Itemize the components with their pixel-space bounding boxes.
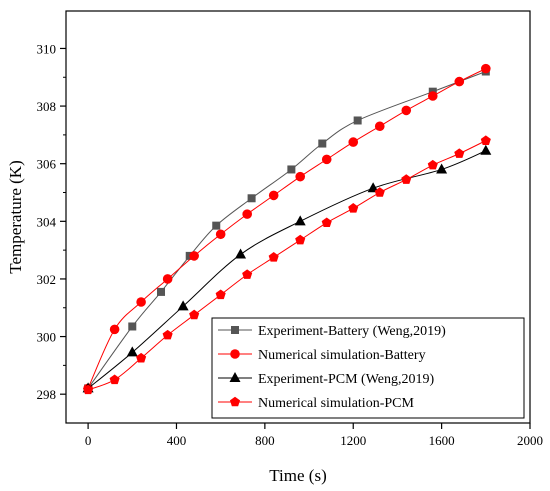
y-tick-label: 300: [37, 330, 57, 345]
data-point: [235, 248, 247, 259]
x-axis-label: Time (s): [269, 466, 326, 485]
y-axis-ticks: 298 300 302 304 306 308 310: [37, 41, 66, 402]
y-tick-label: 304: [37, 214, 57, 229]
data-point: [162, 329, 173, 340]
data-point: [454, 148, 465, 158]
series-layer: [82, 63, 492, 395]
data-point: [318, 139, 327, 148]
data-point: [268, 252, 279, 262]
data-point: [212, 221, 221, 230]
legend-label: Numerical simulation-PCM: [258, 396, 414, 411]
data-point: [295, 234, 306, 245]
data-point: [374, 187, 385, 197]
data-point: [157, 287, 166, 296]
data-point: [353, 116, 362, 125]
data-point: [215, 229, 226, 240]
data-point: [427, 91, 438, 101]
y-axis-label: Temperature (K): [6, 160, 25, 274]
data-point: [162, 274, 173, 284]
data-point: [247, 194, 256, 203]
legend-label: Experiment-PCM (Weng,2019): [258, 372, 435, 387]
data-point: [268, 190, 279, 201]
data-point: [401, 174, 412, 184]
legend-label: Numerical simulation-Battery: [258, 348, 426, 363]
series-line: [87, 68, 487, 389]
x-tick-label: 800: [255, 433, 275, 448]
y-tick-label: 308: [37, 99, 57, 114]
x-axis-ticks: 0 400 800 1200 1600 2000: [85, 423, 543, 448]
data-point: [189, 251, 199, 261]
y-tick-label: 310: [37, 41, 57, 56]
data-point: [109, 324, 120, 335]
series-line: [87, 140, 487, 391]
x-tick-label: 0: [85, 433, 92, 448]
series-1: [83, 63, 491, 394]
x-tick-label: 1600: [429, 433, 455, 448]
data-point: [287, 165, 296, 174]
x-tick-label: 400: [167, 433, 187, 448]
data-point: [242, 209, 252, 219]
y-tick-label: 306: [37, 157, 57, 172]
data-point: [348, 137, 359, 147]
y-tick-label: 302: [37, 272, 57, 287]
x-tick-label: 2000: [517, 433, 543, 448]
data-point: [481, 63, 491, 74]
plot-frame: [65, 10, 531, 424]
series-2: [82, 144, 492, 393]
data-point: [427, 159, 438, 170]
data-point: [128, 322, 137, 331]
y-tick-label: 298: [37, 387, 57, 402]
legend-entry: Experiment-PCM (Weng,2019): [218, 372, 435, 387]
data-point: [83, 384, 94, 395]
legend-marker: [229, 396, 241, 407]
legend-entry: Numerical simulation-Battery: [218, 348, 426, 363]
series-line: [87, 150, 487, 389]
data-point: [109, 374, 120, 385]
legend-marker: [229, 372, 241, 382]
data-point: [454, 76, 465, 87]
legend-marker: [230, 349, 240, 359]
data-point: [480, 144, 492, 155]
data-point: [215, 289, 226, 300]
series-3: [83, 135, 491, 395]
data-point: [136, 297, 146, 307]
legend-entry: Numerical simulation-PCM: [218, 396, 414, 411]
data-point: [374, 121, 385, 132]
data-point: [436, 163, 448, 174]
data-point: [480, 135, 491, 145]
legend: Experiment-Battery (Weng,2019) Numerical …: [211, 317, 525, 419]
data-point: [321, 217, 332, 228]
data-point: [348, 203, 359, 213]
legend-box: [211, 317, 525, 419]
legend-marker: [231, 326, 239, 334]
data-point: [126, 346, 138, 357]
data-point: [177, 300, 189, 311]
data-point: [295, 171, 306, 182]
data-point: [401, 105, 412, 116]
data-point: [321, 154, 332, 165]
x-tick-label: 1200: [340, 433, 366, 448]
data-point: [189, 309, 200, 320]
data-point: [294, 215, 306, 226]
data-point: [367, 182, 379, 193]
data-point: [242, 269, 253, 279]
data-point: [136, 352, 147, 363]
legend-label: Experiment-Battery (Weng,2019): [258, 324, 446, 339]
legend-entry: Experiment-Battery (Weng,2019): [218, 324, 446, 339]
